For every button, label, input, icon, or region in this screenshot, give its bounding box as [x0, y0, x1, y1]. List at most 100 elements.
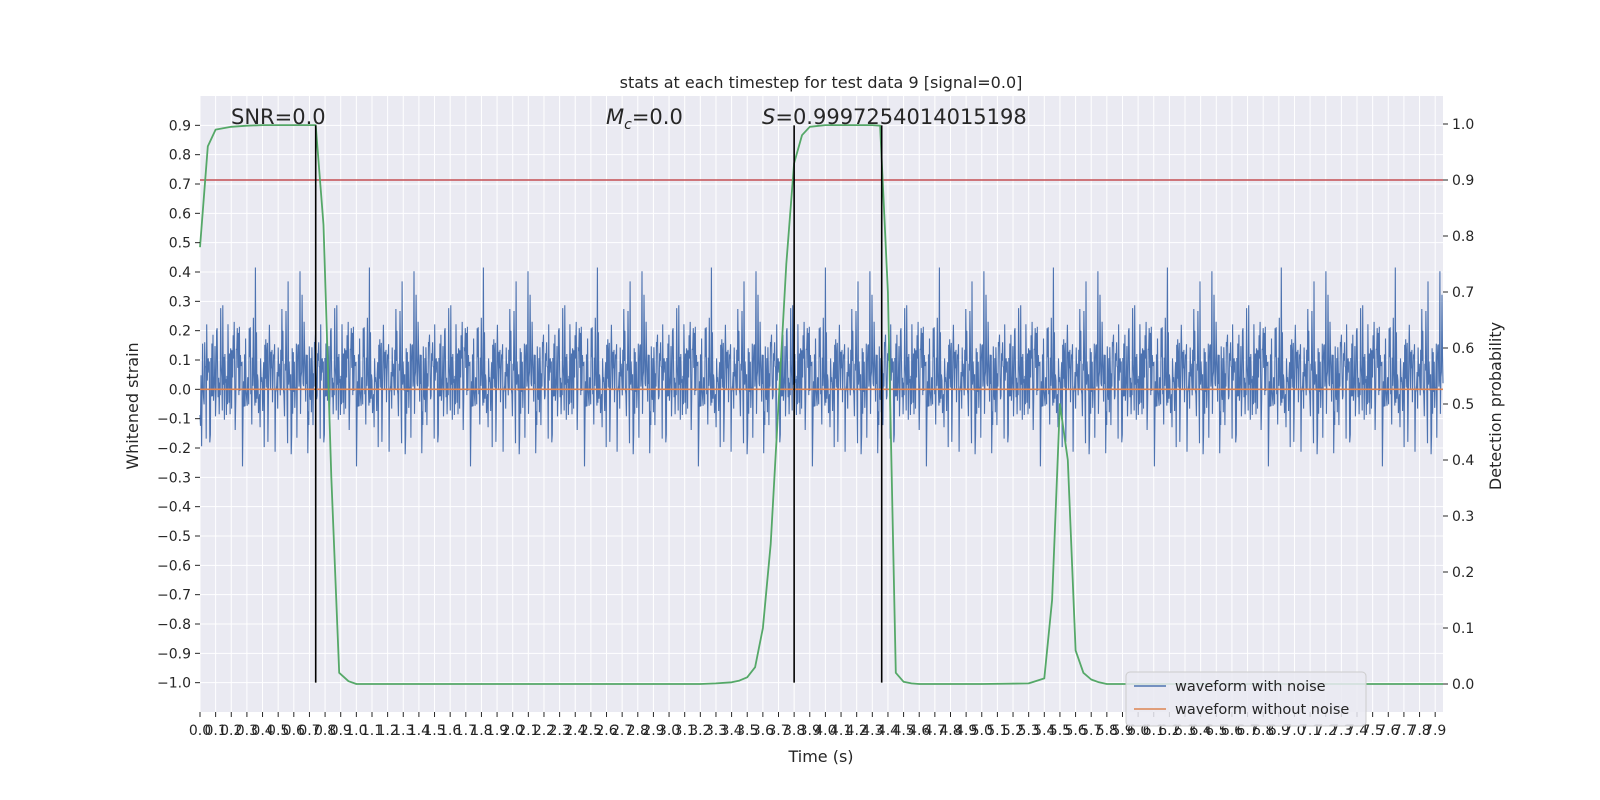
y-tick-label: −0.7: [157, 588, 191, 604]
x-tick-label: 4.6: [908, 723, 930, 739]
y-tick-label: 0.9: [169, 118, 191, 134]
y-tick-label: −1.0: [157, 676, 191, 692]
x-tick-label: 6.3: [1174, 723, 1196, 739]
x-tick-label: 7.9: [1424, 723, 1446, 739]
y2-tick-label: 0.0: [1452, 677, 1474, 693]
x-tick-label: 0.2: [220, 723, 242, 739]
x-tick-label: 3.5: [736, 723, 758, 739]
x-tick-label: 4.0: [814, 723, 836, 739]
y-tick-label: −0.9: [157, 646, 191, 662]
x-tick-label: 7.3: [1330, 723, 1352, 739]
x-tick-label: 6.7: [1236, 723, 1258, 739]
x-tick-label: 6.1: [1143, 723, 1165, 739]
x-tick-label: 1.3: [392, 723, 414, 739]
x-tick-label: 2.2: [533, 723, 555, 739]
x-tick-label: 2.1: [517, 723, 539, 739]
x-tick-label: 2.7: [611, 723, 633, 739]
legend-box: [1125, 671, 1367, 727]
x-tick-label: 2.9: [642, 723, 664, 739]
y2-tick-label: 0.9: [1452, 173, 1474, 189]
y-tick-label: 0.4: [169, 265, 191, 281]
x-tick-label: 2.4: [564, 723, 586, 739]
x-tick-label: 4.4: [877, 723, 899, 739]
x-tick-label: 4.8: [939, 723, 961, 739]
y-tick-label: 0.0: [169, 382, 191, 398]
x-tick-label: 5.8: [1096, 723, 1118, 739]
x-tick-label: 7.2: [1315, 723, 1337, 739]
y2-tick-label: 0.5: [1452, 397, 1474, 413]
x-tick-label: 3.8: [783, 723, 805, 739]
annotation-chirp-mass: Mc=0.0: [606, 105, 683, 133]
annotation-score: S=0.9997254014015198: [762, 105, 1027, 129]
x-tick-label: 6.8: [1252, 723, 1274, 739]
x-tick-label: 7.5: [1362, 723, 1384, 739]
x-tick-label: 4.1: [830, 723, 852, 739]
noise-line: [199, 267, 1444, 467]
x-tick-label: 4.3: [861, 723, 883, 739]
x-tick-label: 1.1: [361, 723, 383, 739]
x-tick-label: 3.9: [799, 723, 821, 739]
x-tick-label: 0.1: [205, 723, 227, 739]
y-tick-label: −0.6: [157, 558, 191, 574]
chart-title: stats at each timestep for test data 9 […: [620, 73, 1023, 92]
x-tick-label: 5.7: [1080, 723, 1102, 739]
y-tick-label: 0.8: [169, 148, 191, 164]
x-tick-label: 1.9: [486, 723, 508, 739]
y-tick-label: −0.5: [157, 529, 191, 545]
x-tick-label: 3.2: [689, 723, 711, 739]
y2-tick-label: 0.1: [1452, 621, 1474, 637]
x-tick-label: 0.6: [283, 723, 305, 739]
waveform-with-noise-series: [199, 267, 1444, 467]
x-tick-label: 1.7: [455, 723, 477, 739]
y-tick-label: 0.1: [169, 353, 191, 369]
x-tick-label: 7.7: [1393, 723, 1415, 739]
y2-tick-label: 0.4: [1452, 453, 1474, 469]
x-tick-label: 6.4: [1190, 723, 1212, 739]
x-tick-label: 4.7: [924, 723, 946, 739]
x-tick-label: 6.5: [1205, 723, 1227, 739]
x-tick-label: 3.6: [752, 723, 774, 739]
x-tick-label: 5.9: [1111, 723, 1133, 739]
x-tick-label: 5.5: [1049, 723, 1071, 739]
y-tick-label: 0.6: [169, 206, 191, 222]
x-tick-label: 5.1: [986, 723, 1008, 739]
y-tick-label: −0.8: [157, 617, 191, 633]
x-tick-label: 2.8: [627, 723, 649, 739]
y-axis-left: 0.9 0.8 0.7 0.6 0.5 0.4 0.3 0.2 0.1 0.0 −0.1 −0.2 −0…: [157, 118, 200, 692]
y-tick-label: −0.1: [157, 412, 191, 428]
annotation-snr: SNR=0.0: [231, 105, 326, 129]
x-tick-label: 1.6: [439, 723, 461, 739]
x-tick-label: 2.3: [548, 723, 570, 739]
x-tick-label: 7.6: [1377, 723, 1399, 739]
x-tick-label: 5.6: [1064, 723, 1086, 739]
x-tick-label: 0.4: [251, 723, 273, 739]
x-tick-label: 1.0: [345, 723, 367, 739]
x-tick-label: 3.1: [674, 723, 696, 739]
x-tick-label: 1.8: [470, 723, 492, 739]
x-axis-title: Time (s): [787, 747, 853, 766]
x-tick-label: 7.1: [1299, 723, 1321, 739]
x-tick-label: 6.0: [1127, 723, 1149, 739]
x-tick-label: 0.8: [314, 723, 336, 739]
x-tick-label: 1.5: [423, 723, 445, 739]
x-tick-label: 1.4: [408, 723, 430, 739]
legend: waveform with noise waveform without noi…: [1125, 671, 1367, 727]
x-tick-label: 4.2: [846, 723, 868, 739]
x-tick-label: 0.7: [298, 723, 320, 739]
x-tick-label: 5.0: [971, 723, 993, 739]
x-tick-label: 6.2: [1158, 723, 1180, 739]
y2-tick-label: 0.8: [1452, 229, 1474, 245]
x-tick-label: 2.5: [580, 723, 602, 739]
detection-probability-line: [199, 124, 1443, 685]
y2-tick-label: 0.6: [1452, 341, 1474, 357]
x-tick-label: 0.0: [189, 723, 211, 739]
x-tick-label: 7.8: [1408, 723, 1430, 739]
x-tick-label: 3.3: [705, 723, 727, 739]
y2-tick-label: 0.7: [1452, 285, 1474, 301]
x-tick-label: 1.2: [376, 723, 398, 739]
x-tick-label: 2.0: [502, 723, 524, 739]
x-tick-label: 7.0: [1283, 723, 1305, 739]
x-tick-label: 5.3: [1018, 723, 1040, 739]
x-tick-label: 6.9: [1268, 723, 1290, 739]
